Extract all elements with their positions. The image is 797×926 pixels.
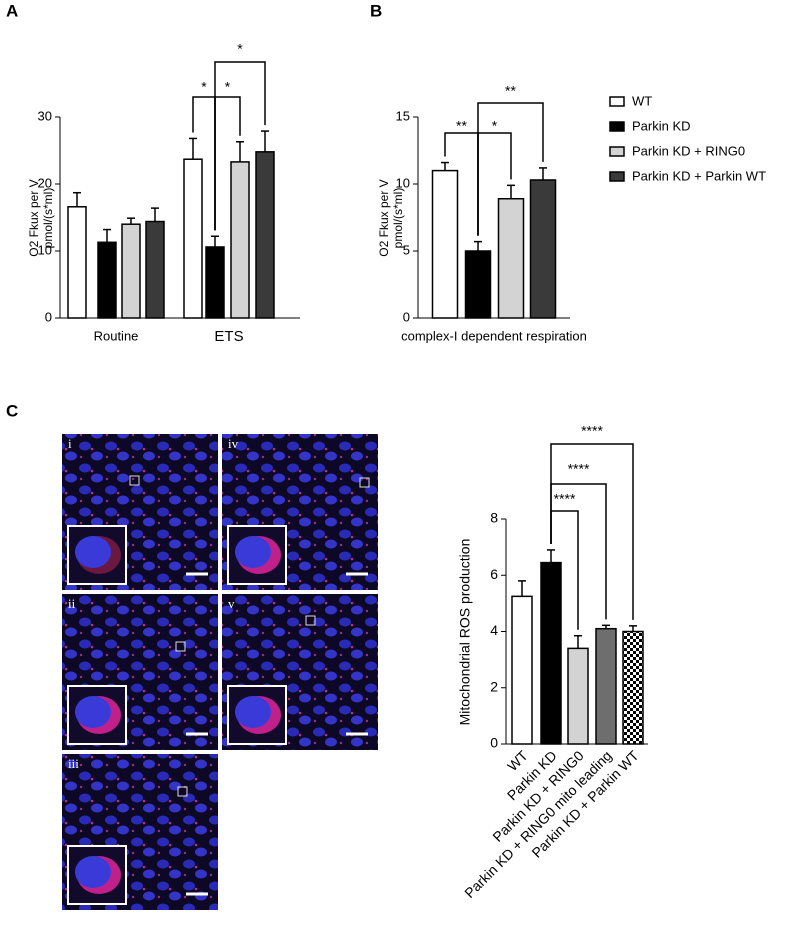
panel-label: A xyxy=(6,1,18,20)
legend-swatch xyxy=(609,146,625,157)
legend-label: Parkin KD + RING0 xyxy=(632,143,745,158)
bar xyxy=(540,561,562,745)
legend-label: WT xyxy=(632,93,652,108)
y-tick-label: 5 xyxy=(403,242,410,257)
panel-label: C xyxy=(6,401,18,420)
y-tick-label: 0 xyxy=(403,309,410,324)
legend-swatch xyxy=(609,96,625,107)
y-axis-label: pmol/(s*ml) xyxy=(41,188,55,249)
significance-bracket xyxy=(477,102,544,236)
micrograph-label: i xyxy=(68,436,72,451)
bar xyxy=(183,158,203,319)
significance-bracket xyxy=(214,61,266,231)
bar xyxy=(622,630,644,745)
significance-label: ** xyxy=(456,118,467,134)
y-tick-label: 15 xyxy=(396,108,410,123)
micrograph-label: iv xyxy=(228,436,239,451)
legend-label: Parkin KD + Parkin WT xyxy=(632,168,766,183)
y-axis-label: O2 Fkux per V xyxy=(377,179,391,256)
y-tick-label: 0 xyxy=(45,309,52,324)
y-tick-label: 0 xyxy=(490,735,498,751)
legend-label: Parkin KD xyxy=(632,118,691,133)
bar xyxy=(497,197,525,319)
x-tick-label: Routine xyxy=(94,328,139,343)
micrograph-label: v xyxy=(228,596,235,611)
significance-label: * xyxy=(492,118,498,134)
bar xyxy=(567,647,589,745)
y-tick-label: 30 xyxy=(38,108,52,123)
significance-bracket xyxy=(550,443,634,620)
roi-box xyxy=(177,786,188,797)
micrograph-label: ii xyxy=(68,596,76,611)
legend-swatch xyxy=(609,171,625,182)
bar xyxy=(464,250,492,319)
y-tick-label: 2 xyxy=(490,678,498,694)
significance-label: **** xyxy=(581,423,603,439)
legend-swatch xyxy=(609,121,625,132)
significance-label: * xyxy=(237,41,243,57)
y-axis-label: O2 Fkux per V xyxy=(27,179,41,256)
roi-box xyxy=(129,475,140,486)
bar xyxy=(97,241,117,319)
inset-nucleus xyxy=(75,536,111,568)
significance-label: * xyxy=(201,79,207,95)
significance-label: **** xyxy=(568,461,590,477)
inset-nucleus xyxy=(75,856,111,888)
micrograph-label: iii xyxy=(68,756,79,771)
y-axis-label: Mitochondrial ROS production xyxy=(457,539,473,726)
panel-label: B xyxy=(370,1,382,20)
bar xyxy=(595,627,617,745)
bar xyxy=(255,151,275,319)
significance-label: **** xyxy=(554,491,576,507)
bar xyxy=(145,220,165,319)
inset-nucleus xyxy=(235,696,271,728)
bar xyxy=(230,161,250,319)
bar xyxy=(121,223,141,319)
inset-nucleus xyxy=(75,696,111,728)
bar xyxy=(205,246,225,319)
significance-label: ** xyxy=(505,83,516,99)
bar xyxy=(511,595,533,745)
bar xyxy=(67,206,87,319)
bar xyxy=(529,179,557,319)
x-tick-label: ETS xyxy=(214,328,243,345)
y-tick-label: 10 xyxy=(396,175,410,190)
y-axis-label: pmol/(s*ml) xyxy=(391,188,405,249)
y-tick-label: 8 xyxy=(490,510,498,526)
y-tick-label: 10 xyxy=(38,242,52,257)
roi-box xyxy=(175,641,186,652)
inset-nucleus xyxy=(235,536,271,568)
x-tick-label: complex-I dependent respiration xyxy=(401,328,587,343)
bar xyxy=(431,169,459,319)
y-tick-label: 6 xyxy=(490,566,498,582)
y-tick-label: 4 xyxy=(490,622,498,638)
roi-box xyxy=(305,615,316,626)
roi-box xyxy=(359,477,370,488)
significance-label: * xyxy=(225,79,231,95)
y-tick-label: 20 xyxy=(38,175,52,190)
